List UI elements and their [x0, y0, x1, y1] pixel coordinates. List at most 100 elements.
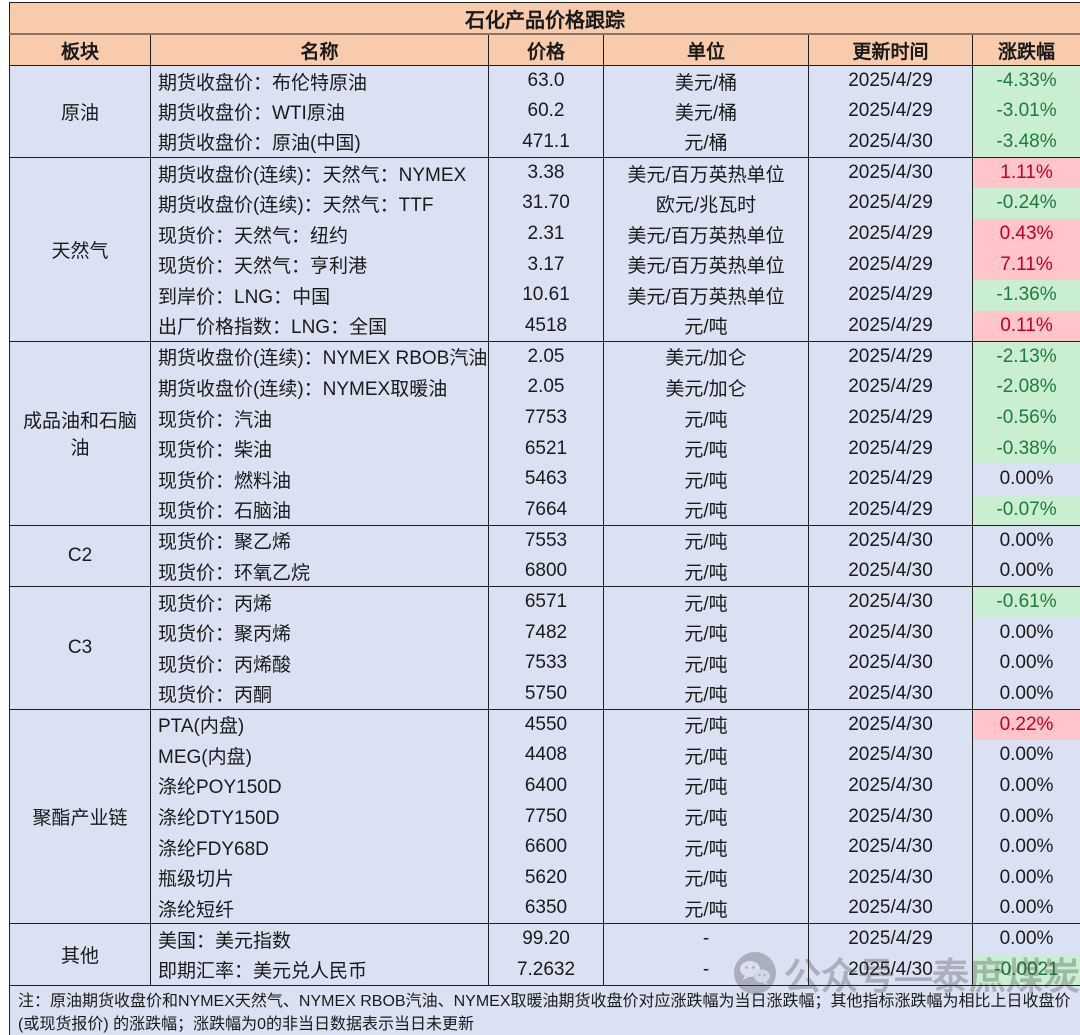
note-row: 注：原油期货收盘价和NYMEX天然气、NYMEX RBOB汽油、NYMEX取暖油…	[8, 984, 1080, 1035]
sector-cell: 原油	[9, 65, 151, 158]
date-cell: 2025/4/29	[808, 494, 973, 526]
name-cell: 到岸价：LNG：中国	[150, 280, 489, 311]
date-cell: 2025/4/29	[808, 188, 973, 219]
table-row: 现货价：天然气：亨利港 3.17 美元/百万英热单位 2025/4/29 7.11%	[10, 249, 1080, 281]
sector-cell: 天然气	[9, 156, 151, 342]
date-cell: 2025/4/30	[808, 126, 973, 158]
price-cell: 471.1	[488, 126, 604, 158]
price-cell: 3.17	[488, 249, 604, 281]
page-title: 石化产品价格跟踪	[8, 2, 1080, 35]
change-cell: 0.00%	[971, 647, 1080, 679]
title-row: 石化产品价格跟踪	[8, 2, 1080, 35]
date-cell: 2025/4/29	[808, 310, 973, 342]
section: 天然气 期货收盘价(连续)：天然气：NYMEX 3.38 美元/百万英热单位 2025/…	[9, 156, 1080, 342]
date-cell: 2025/4/29	[808, 402, 973, 434]
change-cell: 0.00%	[971, 831, 1080, 863]
date-cell: 2025/4/30	[808, 617, 973, 648]
price-cell: 5620	[488, 862, 604, 894]
name-cell: 现货价：丙烯酸	[150, 647, 489, 679]
table-row: 涤纶短纤 6350 元/吨 2025/4/30 0.00%	[10, 893, 1080, 924]
price-cell: 2.05	[488, 341, 604, 373]
date-cell: 2025/4/30	[808, 586, 973, 618]
table-row: C2 现货价：聚乙烯 7553 元/吨 2025/4/30 0.00%	[9, 524, 1080, 588]
price-cell: 3.38	[488, 157, 604, 189]
date-cell: 2025/4/30	[808, 862, 973, 894]
date-cell: 2025/4/30	[808, 893, 973, 924]
unit-cell: 元/吨	[603, 862, 809, 894]
table-row: 原油 期货收盘价：布伦特原油 63.0 美元/桶 2025/4/29 -4.33%	[9, 65, 1080, 158]
change-cell: 0.00%	[971, 923, 1080, 955]
col-header-price: 价格	[488, 33, 604, 66]
change-cell: -0.61%	[971, 586, 1080, 618]
price-cell: 7482	[488, 617, 604, 648]
table-row: 现货价：丙烯酸 7533 元/吨 2025/4/30 0.00%	[10, 647, 1080, 679]
change-cell: -0.0021	[971, 954, 1080, 986]
change-cell: -3.01%	[971, 96, 1080, 127]
table-row: MEG(内盘) 4408 元/吨 2025/4/30 0.00%	[10, 739, 1080, 771]
sector-cell: C3	[9, 586, 151, 710]
change-cell: -1.36%	[971, 280, 1080, 311]
price-cell: 7753	[488, 402, 604, 434]
sector-cell: C2	[9, 524, 151, 588]
col-header-name: 名称	[150, 33, 489, 66]
col-header-change: 涨跌幅	[971, 33, 1080, 66]
date-cell: 2025/4/29	[808, 372, 973, 403]
price-cell: 6800	[488, 556, 604, 587]
date-cell: 2025/4/30	[808, 801, 973, 832]
footnote-line-1: 注：原油期货收盘价和NYMEX天然气、NYMEX RBOB汽油、NYMEX取暖油…	[18, 993, 1071, 1010]
date-cell: 2025/4/29	[808, 65, 973, 97]
price-cell: 7533	[488, 647, 604, 679]
unit-cell: 元/吨	[603, 617, 809, 648]
date-cell: 2025/4/30	[808, 157, 973, 189]
change-cell: -0.56%	[971, 402, 1080, 434]
name-cell: 现货价：石脑油	[150, 494, 489, 526]
date-cell: 2025/4/30	[808, 556, 973, 587]
price-cell: 7553	[488, 525, 604, 556]
name-cell: 现货价：聚丙烯	[150, 617, 489, 648]
table-row: 现货价：汽油 7753 元/吨 2025/4/29 -0.56%	[10, 402, 1080, 434]
price-cell: 7664	[488, 494, 604, 526]
unit-cell: 元/吨	[603, 464, 809, 495]
date-cell: 2025/4/30	[808, 678, 973, 710]
price-cell: 2.05	[488, 372, 604, 403]
section: C3 现货价：丙烯 6571 元/吨 2025/4/30 -0.61% 现货价：聚丙烯 748…	[9, 586, 1080, 710]
section: 其他 美国：美元指数 99.20-2025/4/29 0.00% 即期汇率：美元兑人民币…	[9, 923, 1080, 986]
unit-cell: 元/吨	[603, 402, 809, 434]
table-row: 现货价：环氧乙烷 6800 元/吨 2025/4/30 0.00%	[10, 556, 1080, 587]
date-cell: 2025/4/29	[808, 280, 973, 311]
name-cell: 现货价：丙烯	[150, 586, 489, 618]
price-cell: 7750	[488, 801, 604, 832]
table-row: 现货价：柴油 6521 元/吨 2025/4/29 -0.38%	[10, 433, 1080, 465]
change-cell: 0.00%	[971, 617, 1080, 648]
unit-cell: 元/吨	[603, 893, 809, 924]
price-cell: 7.2632	[488, 954, 604, 986]
header-row: 板块 名称 价格 单位 更新时间 涨跌幅	[9, 33, 1080, 66]
unit-cell: -	[603, 923, 809, 955]
unit-cell: 元/吨	[603, 831, 809, 863]
price-cell: 6600	[488, 831, 604, 863]
date-cell: 2025/4/29	[808, 218, 973, 250]
date-cell: 2025/4/30	[808, 831, 973, 863]
unit-cell: 美元/百万英热单位	[603, 218, 809, 250]
price-cell: 4518	[488, 310, 604, 342]
change-cell: 0.00%	[971, 893, 1080, 924]
price-cell: 10.61	[488, 280, 604, 311]
table-row: 出厂价格指数：LNG：全国 4518 元/吨 2025/4/29 0.11%	[10, 310, 1080, 342]
unit-cell: 美元/百万英热单位	[603, 280, 809, 311]
unit-cell: 元/吨	[603, 586, 809, 618]
name-cell: 期货收盘价(连续)：天然气：TTF	[150, 188, 489, 219]
change-cell: -3.48%	[971, 126, 1080, 158]
unit-cell: 元/吨	[603, 310, 809, 342]
date-cell: 2025/4/30	[808, 770, 973, 802]
table-row: 现货价：石脑油 7664 元/吨 2025/4/29 -0.07%	[10, 494, 1080, 526]
name-cell: 涤纶FDY68D	[150, 831, 489, 863]
name-cell: 期货收盘价(连续)：NYMEX取暖油	[150, 372, 489, 403]
footnote-line-2: (或现货报价) 的涨跌幅；涨跌幅为0的非当日数据表示当日未更新	[18, 1016, 475, 1034]
change-cell: -0.24%	[971, 188, 1080, 219]
name-cell: 即期汇率：美元兑人民币	[150, 954, 489, 986]
name-cell: 现货价：燃料油	[150, 464, 489, 495]
change-cell: 0.00%	[971, 801, 1080, 832]
name-cell: 期货收盘价：原油(中国)	[150, 126, 489, 158]
change-cell: 1.11%	[971, 157, 1080, 189]
section: C2 现货价：聚乙烯 7553 元/吨 2025/4/30 0.00% 现货价：环氧乙烷 68…	[9, 524, 1080, 588]
